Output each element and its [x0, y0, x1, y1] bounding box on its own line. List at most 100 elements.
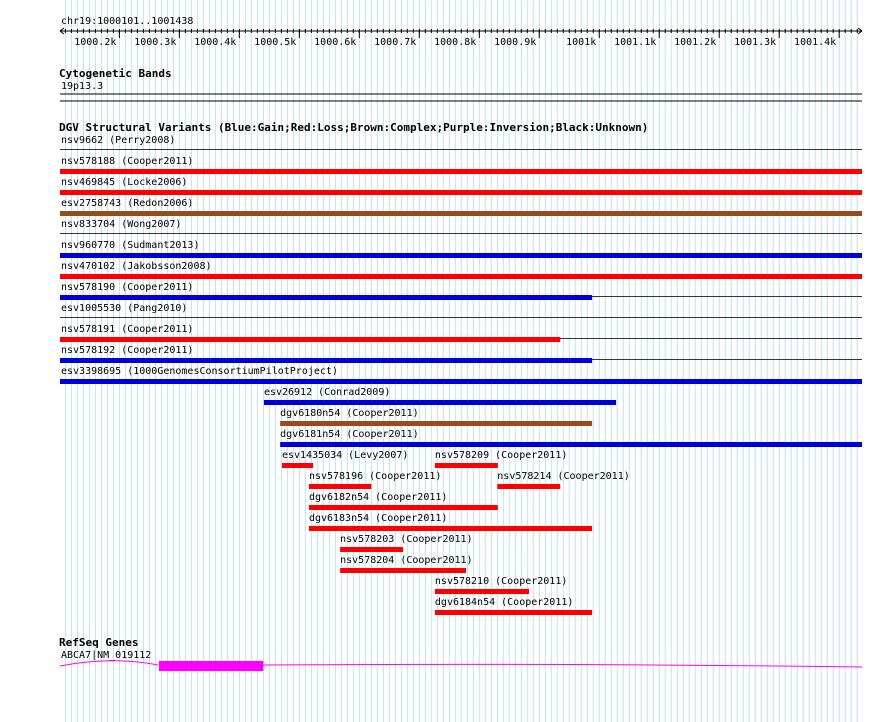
ruler-tick-label: 1001.1k: [614, 37, 656, 48]
variant-feature[interactable]: nsv578210 (Cooper2011): [434, 576, 567, 594]
variant-label[interactable]: nsv578204 (Cooper2011): [340, 555, 472, 566]
variant-label[interactable]: nsv578188 (Cooper2011): [61, 156, 193, 167]
variant-bar[interactable]: [60, 295, 593, 300]
variant-feature[interactable]: nsv578204 (Cooper2011): [340, 555, 473, 573]
variant-label[interactable]: nsv578214 (Cooper2011): [497, 471, 629, 482]
variant-feature[interactable]: esv26912 (Conrad2009): [263, 387, 617, 405]
variant-bar[interactable]: [497, 484, 561, 489]
refseq-track: RefSeq Genes ABCA7|NM_019112: [59, 636, 863, 671]
variant-bar[interactable]: [280, 421, 593, 426]
gene-intron-line[interactable]: [59, 660, 863, 668]
variant-bar[interactable]: [60, 169, 862, 174]
variant-feature[interactable]: dgv6181n54 (Cooper2011): [280, 429, 862, 447]
variant-bar[interactable]: [340, 547, 404, 552]
variant-label[interactable]: nsv578192 (Cooper2011): [61, 345, 193, 356]
variant-bar[interactable]: [60, 337, 561, 342]
variant-label[interactable]: nsv9662 (Perry2008): [61, 135, 175, 146]
variant-feature[interactable]: nsv578191 (Cooper2011): [60, 324, 862, 342]
variant-bar[interactable]: [434, 463, 498, 468]
dgv-track: DGV Structural Variants (Blue:Gain;Red:L…: [59, 121, 862, 615]
variant-bar[interactable]: [434, 610, 593, 615]
ruler-track: chr19:1000101..1001438 1000.2k 1000.3k 100…: [59, 16, 863, 48]
variant-feature[interactable]: nsv833704 (Wong2007): [60, 219, 862, 234]
dgv-track-title: DGV Structural Variants (Blue:Gain;Red:L…: [59, 121, 648, 134]
variant-feature[interactable]: nsv9662 (Perry2008): [60, 135, 862, 150]
variant-label[interactable]: dgv6180n54 (Cooper2011): [280, 408, 418, 419]
variant-bar[interactable]: [340, 568, 467, 573]
variant-feature[interactable]: esv1435034 (Levy2007): [281, 450, 408, 468]
variant-label[interactable]: nsv578209 (Cooper2011): [435, 450, 567, 461]
variant-bar[interactable]: [308, 484, 372, 489]
ruler-tick-label: 1000.5k: [254, 37, 296, 48]
variant-bar[interactable]: [281, 463, 314, 468]
ruler-tick-label: 1001.3k: [734, 37, 776, 48]
ruler-tick-label: 1000.7k: [374, 37, 416, 48]
variant-bar[interactable]: [308, 505, 498, 510]
variant-label[interactable]: dgv6183n54 (Cooper2011): [309, 513, 447, 524]
ruler-tick-label: 1000.8k: [434, 37, 476, 48]
ruler-tick-label: 1000.9k: [494, 37, 536, 48]
variant-feature[interactable]: esv3398695 (1000GenomesConsortiumPilotPr…: [60, 366, 862, 384]
ruler-tick-label: 1001.4k: [794, 37, 836, 48]
variant-bar[interactable]: [60, 253, 862, 258]
variant-bar[interactable]: [308, 526, 593, 531]
variant-feature[interactable]: nsv578188 (Cooper2011): [60, 156, 862, 174]
variant-label[interactable]: nsv578191 (Cooper2011): [61, 324, 193, 335]
variant-feature[interactable]: nsv578190 (Cooper2011): [60, 282, 862, 300]
variant-label[interactable]: nsv960770 (Sudmant2013): [61, 240, 199, 251]
ruler-tick-label: 1000.3k: [134, 37, 176, 48]
variant-feature[interactable]: nsv578214 (Cooper2011): [497, 471, 630, 489]
variant-label[interactable]: dgv6182n54 (Cooper2011): [309, 492, 447, 503]
cytoband-name: 19p13.3: [61, 81, 103, 92]
gene-exon[interactable]: [158, 661, 264, 671]
region-label: chr19:1000101..1001438: [61, 16, 193, 27]
variant-label[interactable]: nsv578190 (Cooper2011): [61, 282, 193, 293]
variant-feature[interactable]: nsv578203 (Cooper2011): [340, 534, 473, 552]
variant-feature[interactable]: esv2758743 (Redon2006): [60, 198, 862, 216]
variant-label[interactable]: esv26912 (Conrad2009): [264, 387, 390, 398]
ruler-tick-label: 1000.2k: [74, 37, 116, 48]
variant-feature[interactable]: nsv469845 (Locke2006): [60, 177, 862, 195]
gene-label[interactable]: ABCA7|NM_019112: [61, 650, 151, 661]
variant-list: nsv9662 (Perry2008) nsv578188 (Cooper2011…: [60, 135, 862, 615]
variant-label[interactable]: nsv578196 (Cooper2011): [309, 471, 441, 482]
variant-label[interactable]: nsv469845 (Locke2006): [61, 177, 187, 188]
variant-feature[interactable]: dgv6184n54 (Cooper2011): [434, 597, 593, 615]
variant-label[interactable]: esv3398695 (1000GenomesConsortiumPilotPr…: [61, 366, 338, 377]
variant-label[interactable]: nsv578210 (Cooper2011): [435, 576, 567, 587]
variant-bar[interactable]: [263, 400, 617, 405]
variant-bar[interactable]: [280, 442, 862, 447]
variant-bar[interactable]: [434, 589, 530, 594]
variant-feature[interactable]: nsv578192 (Cooper2011): [60, 345, 862, 363]
variant-feature[interactable]: dgv6180n54 (Cooper2011): [280, 408, 593, 426]
cytoband-track-title: Cytogenetic Bands: [59, 67, 172, 80]
variant-label[interactable]: nsv578203 (Cooper2011): [340, 534, 472, 545]
variant-label[interactable]: dgv6181n54 (Cooper2011): [280, 429, 418, 440]
variant-label[interactable]: nsv833704 (Wong2007): [61, 219, 181, 230]
variant-feature[interactable]: nsv578196 (Cooper2011): [308, 471, 441, 489]
variant-feature[interactable]: esv1005530 (Pang2010): [60, 303, 862, 318]
variant-label[interactable]: esv2758743 (Redon2006): [61, 198, 193, 209]
variant-feature[interactable]: nsv470102 (Jakobsson2008): [60, 261, 862, 279]
ruler-tick-label: 1001.2k: [674, 37, 716, 48]
variant-bar[interactable]: [60, 358, 593, 363]
variant-bar[interactable]: [60, 379, 862, 384]
ruler-ticks: 1000.2k 1000.3k 1000.4k 1000.5k 1000.6k 1000.…: [64, 29, 858, 48]
variant-bar[interactable]: [60, 190, 862, 195]
ruler-tick-label: 1001k: [566, 37, 596, 48]
refseq-track-title: RefSeq Genes: [59, 636, 138, 649]
variant-label[interactable]: dgv6184n54 (Cooper2011): [435, 597, 573, 608]
variant-label[interactable]: esv1435034 (Levy2007): [282, 450, 408, 461]
variant-bar[interactable]: [60, 211, 862, 216]
ruler-tick-label: 1000.6k: [314, 37, 356, 48]
ruler-tick-label: 1000.4k: [194, 37, 236, 48]
variant-feature[interactable]: dgv6183n54 (Cooper2011): [308, 513, 593, 531]
ruler-arrows: [59, 27, 863, 35]
variant-feature[interactable]: dgv6182n54 (Cooper2011): [308, 492, 498, 510]
variant-label[interactable]: nsv470102 (Jakobsson2008): [61, 261, 212, 272]
variant-feature[interactable]: nsv960770 (Sudmant2013): [60, 240, 862, 258]
variant-label[interactable]: esv1005530 (Pang2010): [61, 303, 187, 314]
variant-bar[interactable]: [60, 274, 862, 279]
variant-feature[interactable]: nsv578209 (Cooper2011): [434, 450, 567, 468]
